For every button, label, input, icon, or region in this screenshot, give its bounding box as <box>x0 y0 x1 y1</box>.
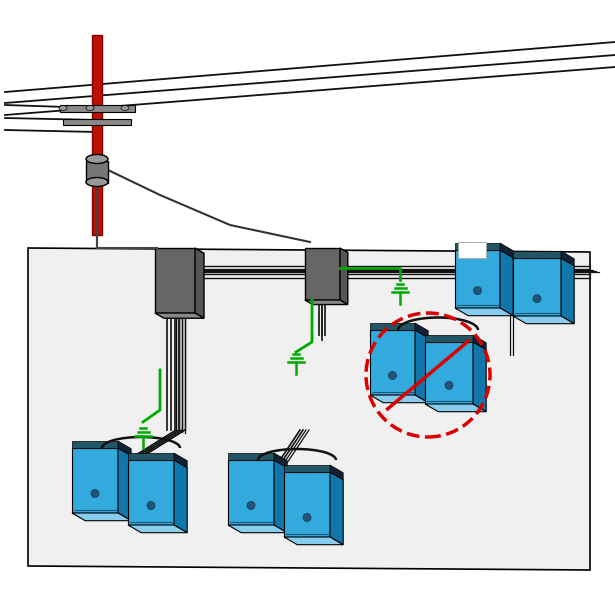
Circle shape <box>474 287 482 294</box>
Polygon shape <box>561 258 574 324</box>
Polygon shape <box>28 248 590 570</box>
Polygon shape <box>284 537 343 544</box>
Polygon shape <box>425 335 473 342</box>
Circle shape <box>533 294 541 303</box>
Ellipse shape <box>86 106 94 110</box>
Polygon shape <box>228 453 274 460</box>
Circle shape <box>303 513 311 522</box>
Polygon shape <box>455 250 500 308</box>
Polygon shape <box>155 313 204 318</box>
Polygon shape <box>128 453 174 460</box>
Polygon shape <box>128 525 187 533</box>
Polygon shape <box>72 448 118 513</box>
Polygon shape <box>370 330 415 395</box>
Polygon shape <box>415 323 428 338</box>
Polygon shape <box>513 251 561 258</box>
Bar <box>60 105 135 112</box>
Bar <box>92 35 102 235</box>
Ellipse shape <box>121 106 129 110</box>
Polygon shape <box>500 243 513 258</box>
Polygon shape <box>174 453 187 467</box>
Polygon shape <box>128 460 174 525</box>
Polygon shape <box>284 472 330 537</box>
Polygon shape <box>473 335 486 350</box>
Polygon shape <box>228 525 287 533</box>
Polygon shape <box>473 342 486 412</box>
Polygon shape <box>155 248 195 313</box>
Circle shape <box>91 490 99 497</box>
Polygon shape <box>274 460 287 533</box>
Polygon shape <box>415 330 428 403</box>
Circle shape <box>445 381 453 389</box>
Bar <box>63 119 131 125</box>
Circle shape <box>147 501 155 509</box>
Polygon shape <box>72 441 118 448</box>
Polygon shape <box>340 248 348 304</box>
Polygon shape <box>425 342 473 404</box>
Polygon shape <box>72 513 131 521</box>
Polygon shape <box>274 453 287 467</box>
Polygon shape <box>455 308 513 316</box>
Polygon shape <box>195 248 204 318</box>
Polygon shape <box>455 243 500 250</box>
Polygon shape <box>425 404 486 412</box>
Polygon shape <box>118 448 131 521</box>
Ellipse shape <box>59 106 67 110</box>
Polygon shape <box>370 395 428 403</box>
Polygon shape <box>305 300 348 304</box>
Circle shape <box>247 501 255 509</box>
Polygon shape <box>513 316 574 324</box>
Circle shape <box>389 371 397 380</box>
Polygon shape <box>330 465 343 480</box>
Bar <box>86 161 108 183</box>
Ellipse shape <box>86 155 108 164</box>
Polygon shape <box>370 323 415 330</box>
Polygon shape <box>513 258 561 316</box>
Polygon shape <box>174 460 187 533</box>
Polygon shape <box>330 472 343 544</box>
Ellipse shape <box>86 177 108 186</box>
Polygon shape <box>305 248 340 300</box>
Polygon shape <box>228 460 274 525</box>
Polygon shape <box>561 251 574 266</box>
Bar <box>458 242 486 258</box>
Polygon shape <box>500 250 513 316</box>
Polygon shape <box>118 441 131 456</box>
Polygon shape <box>284 465 330 472</box>
